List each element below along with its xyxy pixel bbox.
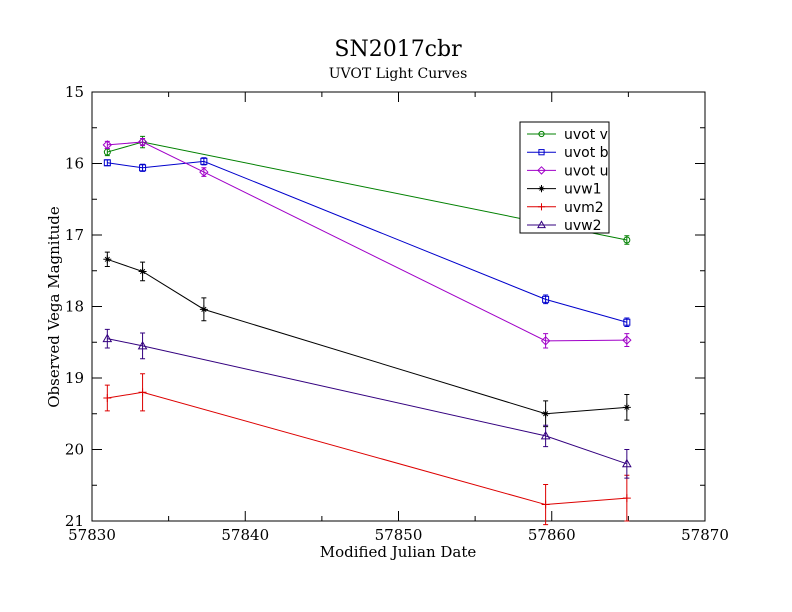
data-point [622,403,631,412]
legend-label-uvot-v: uvot v [564,127,608,143]
series-line-uvw1 [107,258,627,415]
data-point [102,140,113,150]
legend-marker [538,130,545,138]
series-uvw2 [102,328,632,479]
legend-label-uvw2: uvw2 [564,218,602,234]
legend: uvot v uvot b uvot u uvw1 uvm2 uvw2 [519,121,610,234]
series-uvm2 [103,373,631,526]
y-tick-label: 20 [65,441,84,459]
plot-frame [91,91,706,522]
x-tick-label: 57830 [68,526,116,544]
data-point [623,318,631,326]
data-point [103,394,112,403]
legend-label-uvot-b: uvot b [564,145,609,161]
data-point [139,164,147,172]
data-point [540,336,551,346]
data-point [103,159,111,167]
chart-title: SN2017cbr [334,37,462,62]
series-uvot-u [102,137,632,349]
y-tick-label: 19 [65,369,84,387]
data-point [622,335,632,345]
data-point [541,500,550,509]
data-point [200,157,208,165]
data-point [199,167,209,177]
y-tick-label: 18 [65,298,84,316]
x-axis-label: Modified Julian Date [320,543,477,561]
error-bar [140,332,146,360]
y-tick-label: 16 [65,155,84,173]
x-axis: 57830 57840 57850 57860 57870 [68,92,729,544]
y-axis-label: Observed Vega Magnitude [45,206,63,408]
data-point [541,409,550,418]
y-axis: 15 16 17 18 19 20 21 [65,83,705,530]
data-point [138,267,147,276]
error-bar [543,424,549,448]
y-tick-label: 17 [65,226,84,244]
error-bar [543,333,549,349]
chart-subtitle: UVOT Light Curves [329,66,468,82]
data-point [137,137,148,147]
data-point [622,494,631,503]
series-line-uvw2 [107,338,628,465]
series-uvot-b [103,157,631,328]
data-point [623,236,631,244]
series-uvw1 [103,251,631,428]
legend-marker [538,149,545,156]
legend-marker [537,220,546,229]
data-point [137,340,148,350]
error-bar [201,167,207,177]
y-tick-label: 15 [65,83,84,101]
legend-marker [537,185,546,193]
data-point [621,458,632,468]
data-point [138,388,147,397]
series-layer [102,135,632,526]
legend-marker [537,166,546,175]
series-line-uvm2 [107,391,627,506]
data-point [542,295,550,303]
x-tick-label: 57850 [375,526,423,544]
data-point [199,305,208,314]
x-tick-label: 57840 [221,526,269,544]
legend-label-uvm2: uvm2 [564,200,604,216]
data-point [103,255,112,264]
y-tick-label: 21 [65,512,84,530]
error-bar [201,157,207,166]
error-bar [140,163,146,172]
error-bar [624,449,630,479]
legend-box [519,121,610,234]
x-tick-label: 57860 [528,526,576,544]
data-point [102,333,113,343]
legend-marker [537,203,546,211]
error-bar [104,328,110,349]
legend-label-uvw1: uvw1 [564,182,602,198]
data-point [540,430,551,440]
legend-label-uvot-u: uvot u [564,163,609,179]
x-tick-label: 57870 [681,526,729,544]
